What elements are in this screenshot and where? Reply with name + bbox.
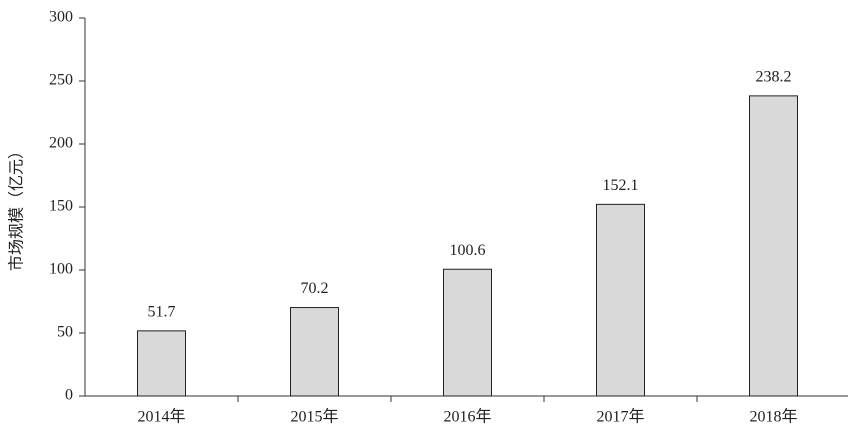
- data-label: 100.6: [450, 242, 486, 259]
- x-tick-label: 2015年: [290, 408, 338, 426]
- bar: [443, 268, 492, 397]
- y-tick-label: 100: [49, 261, 73, 278]
- bar: [137, 330, 186, 397]
- x-tick-label: 2014年: [137, 408, 185, 426]
- bar: [749, 95, 798, 397]
- data-label: 51.7: [148, 304, 176, 321]
- data-label: 152.1: [603, 177, 639, 194]
- y-tick-label: 250: [49, 72, 73, 89]
- y-tick-label: 150: [49, 198, 73, 215]
- x-tick-label: 2017年: [596, 408, 644, 426]
- x-tick-label: 2018年: [749, 408, 797, 426]
- y-tick-label: 50: [57, 324, 73, 341]
- y-tick-label: 200: [49, 135, 73, 152]
- data-label: 238.2: [756, 69, 792, 86]
- data-label: 70.2: [301, 280, 329, 297]
- bar: [290, 307, 339, 397]
- x-tick-label: 2016年: [443, 408, 491, 426]
- y-tick-label: 0: [65, 387, 73, 404]
- bar: [596, 203, 645, 397]
- y-axis-label: 市场规模（亿元）: [8, 143, 26, 271]
- y-tick-label: 300: [49, 9, 73, 26]
